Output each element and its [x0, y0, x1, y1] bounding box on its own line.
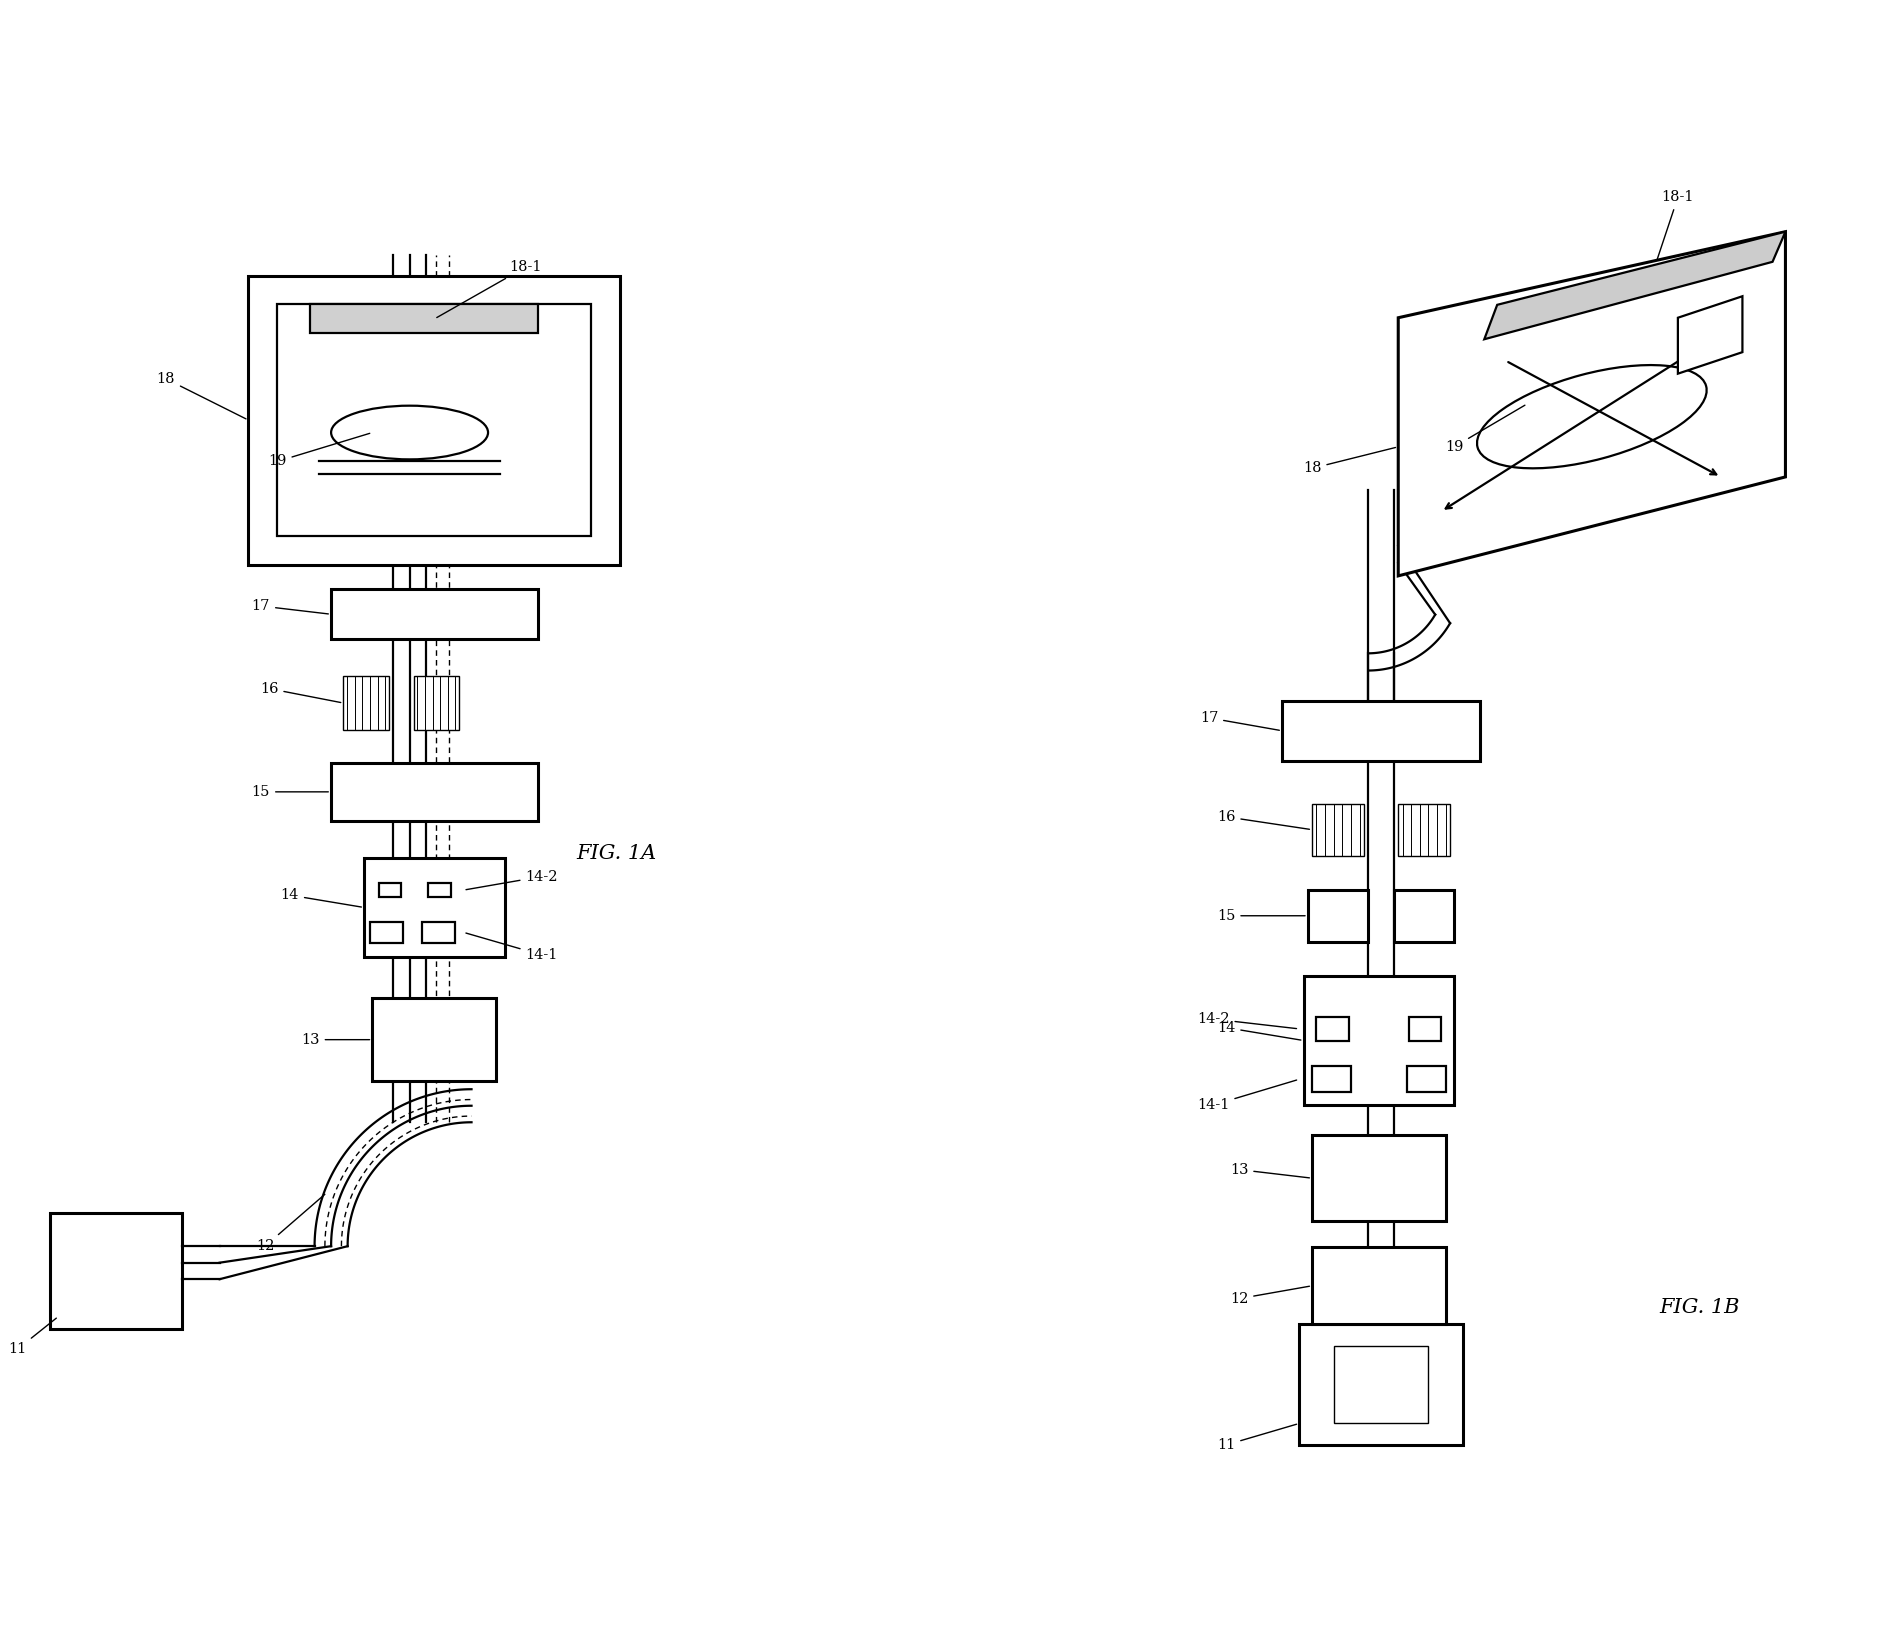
Text: 17: 17 [252, 600, 327, 614]
Bar [415, 676, 460, 730]
Text: 15: 15 [252, 785, 327, 800]
Bar [1282, 700, 1480, 760]
Text: 19: 19 [269, 434, 369, 468]
Text: 13: 13 [1230, 1162, 1310, 1178]
Text: 14-1: 14-1 [466, 933, 558, 962]
Text: 14-2: 14-2 [1196, 1012, 1297, 1029]
Bar [1399, 804, 1450, 855]
Bar [1304, 977, 1454, 1105]
Text: 11: 11 [8, 1318, 57, 1357]
Bar [343, 676, 388, 730]
Bar [310, 304, 538, 333]
Text: 14: 14 [1217, 1020, 1300, 1040]
Text: FIG. 1B: FIG. 1B [1658, 1298, 1740, 1316]
Bar [51, 1214, 182, 1329]
Text: 15: 15 [1217, 908, 1304, 923]
Bar [363, 858, 505, 957]
Bar [1312, 1136, 1446, 1222]
Text: 19: 19 [1444, 405, 1526, 453]
Text: 18-1: 18-1 [1656, 190, 1694, 258]
Text: 14: 14 [280, 889, 362, 907]
Text: 12: 12 [256, 1194, 326, 1253]
Bar [1335, 1346, 1429, 1424]
Bar [331, 764, 538, 821]
Bar [422, 921, 454, 942]
Text: 13: 13 [301, 1032, 369, 1046]
Text: 16: 16 [259, 681, 341, 702]
Text: 12: 12 [1230, 1287, 1310, 1305]
Bar [1312, 1246, 1446, 1324]
Text: 18: 18 [1302, 447, 1395, 476]
Bar [373, 998, 496, 1081]
Polygon shape [1399, 232, 1785, 575]
Text: 11: 11 [1217, 1424, 1297, 1451]
Bar [1316, 1017, 1348, 1040]
Bar [1408, 1017, 1441, 1040]
Ellipse shape [331, 406, 488, 460]
Text: 17: 17 [1200, 710, 1280, 730]
Bar [1393, 891, 1454, 941]
Bar [248, 276, 621, 566]
Bar [1299, 1324, 1463, 1445]
Bar [1406, 1066, 1446, 1092]
Bar [1308, 891, 1369, 941]
Polygon shape [1484, 232, 1785, 340]
Text: 14-1: 14-1 [1196, 1081, 1297, 1112]
Bar [331, 590, 538, 639]
Bar [428, 882, 451, 897]
Text: 14-2: 14-2 [466, 869, 558, 889]
Bar [1312, 1066, 1352, 1092]
Bar [278, 304, 591, 536]
Text: 18: 18 [157, 372, 246, 419]
Ellipse shape [1477, 366, 1707, 468]
Bar [1312, 804, 1363, 855]
Bar [379, 882, 401, 897]
Text: 16: 16 [1217, 809, 1310, 829]
Bar [371, 921, 403, 942]
Text: FIG. 1A: FIG. 1A [575, 845, 657, 863]
Text: 18-1: 18-1 [437, 260, 541, 317]
Polygon shape [1677, 296, 1742, 374]
